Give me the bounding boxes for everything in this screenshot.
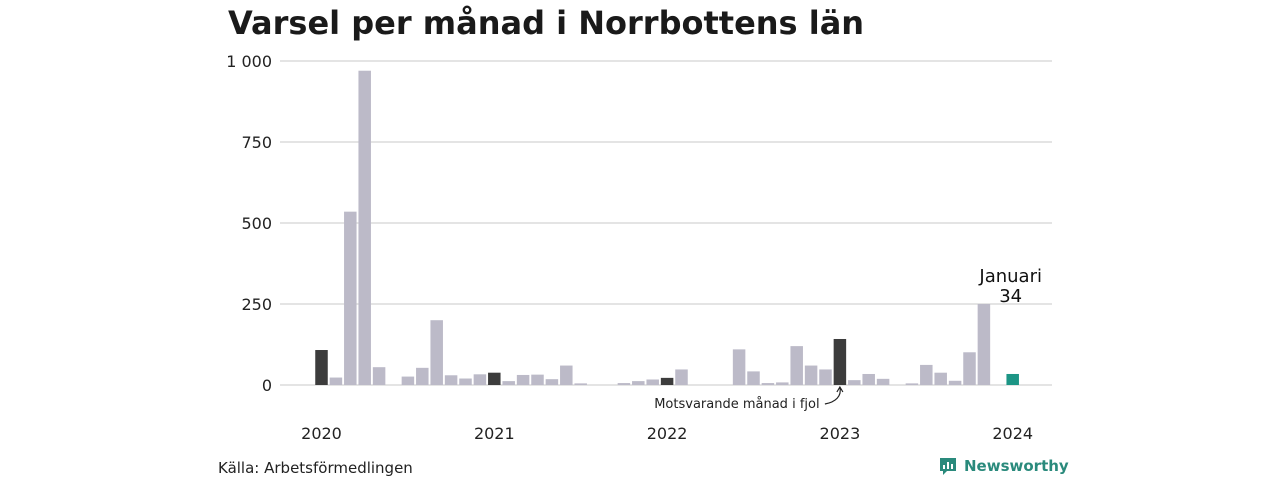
bar-2021-07	[574, 383, 587, 385]
bar-2022-01	[660, 377, 674, 385]
bar-2020-01	[315, 350, 328, 385]
y-tick-label: 250	[241, 295, 272, 314]
annotation-previous-year: Motsvarande månad i fjol	[654, 397, 819, 412]
x-tick-label: 2021	[474, 424, 515, 443]
callout-label: Januari	[978, 266, 1042, 287]
bar-2021-12	[646, 379, 659, 385]
chart-title: Varsel per månad i Norrbottens län	[228, 4, 865, 42]
bar-2020-10	[444, 375, 458, 385]
bar-2020-12	[473, 374, 487, 385]
chart-speech-bubble-icon	[940, 458, 956, 475]
bar-2020-11	[459, 378, 472, 385]
bar-2022-08	[761, 383, 775, 385]
bar-2021-01	[488, 372, 501, 385]
bar-2023-02	[848, 380, 861, 385]
brand-name: Newsworthy	[964, 457, 1069, 475]
bar-2021-03	[516, 374, 530, 385]
bar-2022-02	[675, 369, 688, 385]
brand-logo: Newsworthy	[938, 456, 1069, 476]
bar-2023-03	[862, 373, 875, 385]
bar-2023-11	[977, 304, 991, 385]
bar-2022-10	[790, 346, 803, 385]
bar-2023-07	[920, 364, 933, 385]
bar-2020-08	[416, 367, 429, 385]
bar-2023-06	[905, 383, 919, 385]
y-tick-label: 500	[241, 214, 272, 233]
bars	[315, 70, 1019, 385]
bar-2021-11	[632, 381, 645, 385]
source-note: Källa: Arbetsförmedlingen	[218, 459, 413, 477]
bar-2023-09	[948, 380, 962, 385]
bar-2022-07	[747, 371, 760, 385]
x-tick-label: 2020	[301, 424, 342, 443]
gridlines	[280, 60, 1052, 386]
bar-2020-03	[344, 211, 357, 385]
bar-2023-04	[876, 378, 890, 385]
y-axis-ticks: 0 250 500 750 1 000	[226, 52, 272, 395]
bar-2020-02	[329, 377, 343, 385]
bar-2023-08	[934, 372, 947, 385]
bar-2021-10	[617, 383, 631, 385]
bar-2024-01	[1006, 373, 1019, 385]
y-tick-label: 750	[241, 133, 272, 152]
bar-2022-09	[776, 382, 789, 385]
x-tick-label: 2024	[992, 424, 1033, 443]
annotation-arrow	[824, 385, 844, 405]
x-tick-label: 2022	[647, 424, 688, 443]
bar-2020-04	[358, 70, 371, 385]
annotations: Motsvarande månad i fjol Januari 34	[654, 266, 1042, 412]
bar-2022-06	[732, 349, 746, 385]
bar-2021-02	[502, 381, 515, 385]
callout-value: 34	[999, 286, 1022, 307]
bar-2022-11	[804, 365, 818, 385]
bar-2022-12	[819, 369, 832, 385]
bar-2021-04	[531, 374, 544, 385]
x-axis-ticks: 2020 2021 2022 2023 2024	[301, 424, 1033, 443]
bar-2023-01	[833, 338, 847, 385]
y-tick-label: 1 000	[226, 52, 272, 71]
y-tick-label: 0	[262, 376, 272, 395]
x-tick-label: 2023	[820, 424, 861, 443]
bar-2021-06	[560, 365, 573, 385]
bar-2023-10	[963, 352, 976, 385]
bar-2020-05	[372, 367, 386, 385]
bar-2020-09	[430, 320, 443, 385]
bar-2020-07	[401, 376, 415, 385]
bar-2021-05	[545, 379, 559, 385]
